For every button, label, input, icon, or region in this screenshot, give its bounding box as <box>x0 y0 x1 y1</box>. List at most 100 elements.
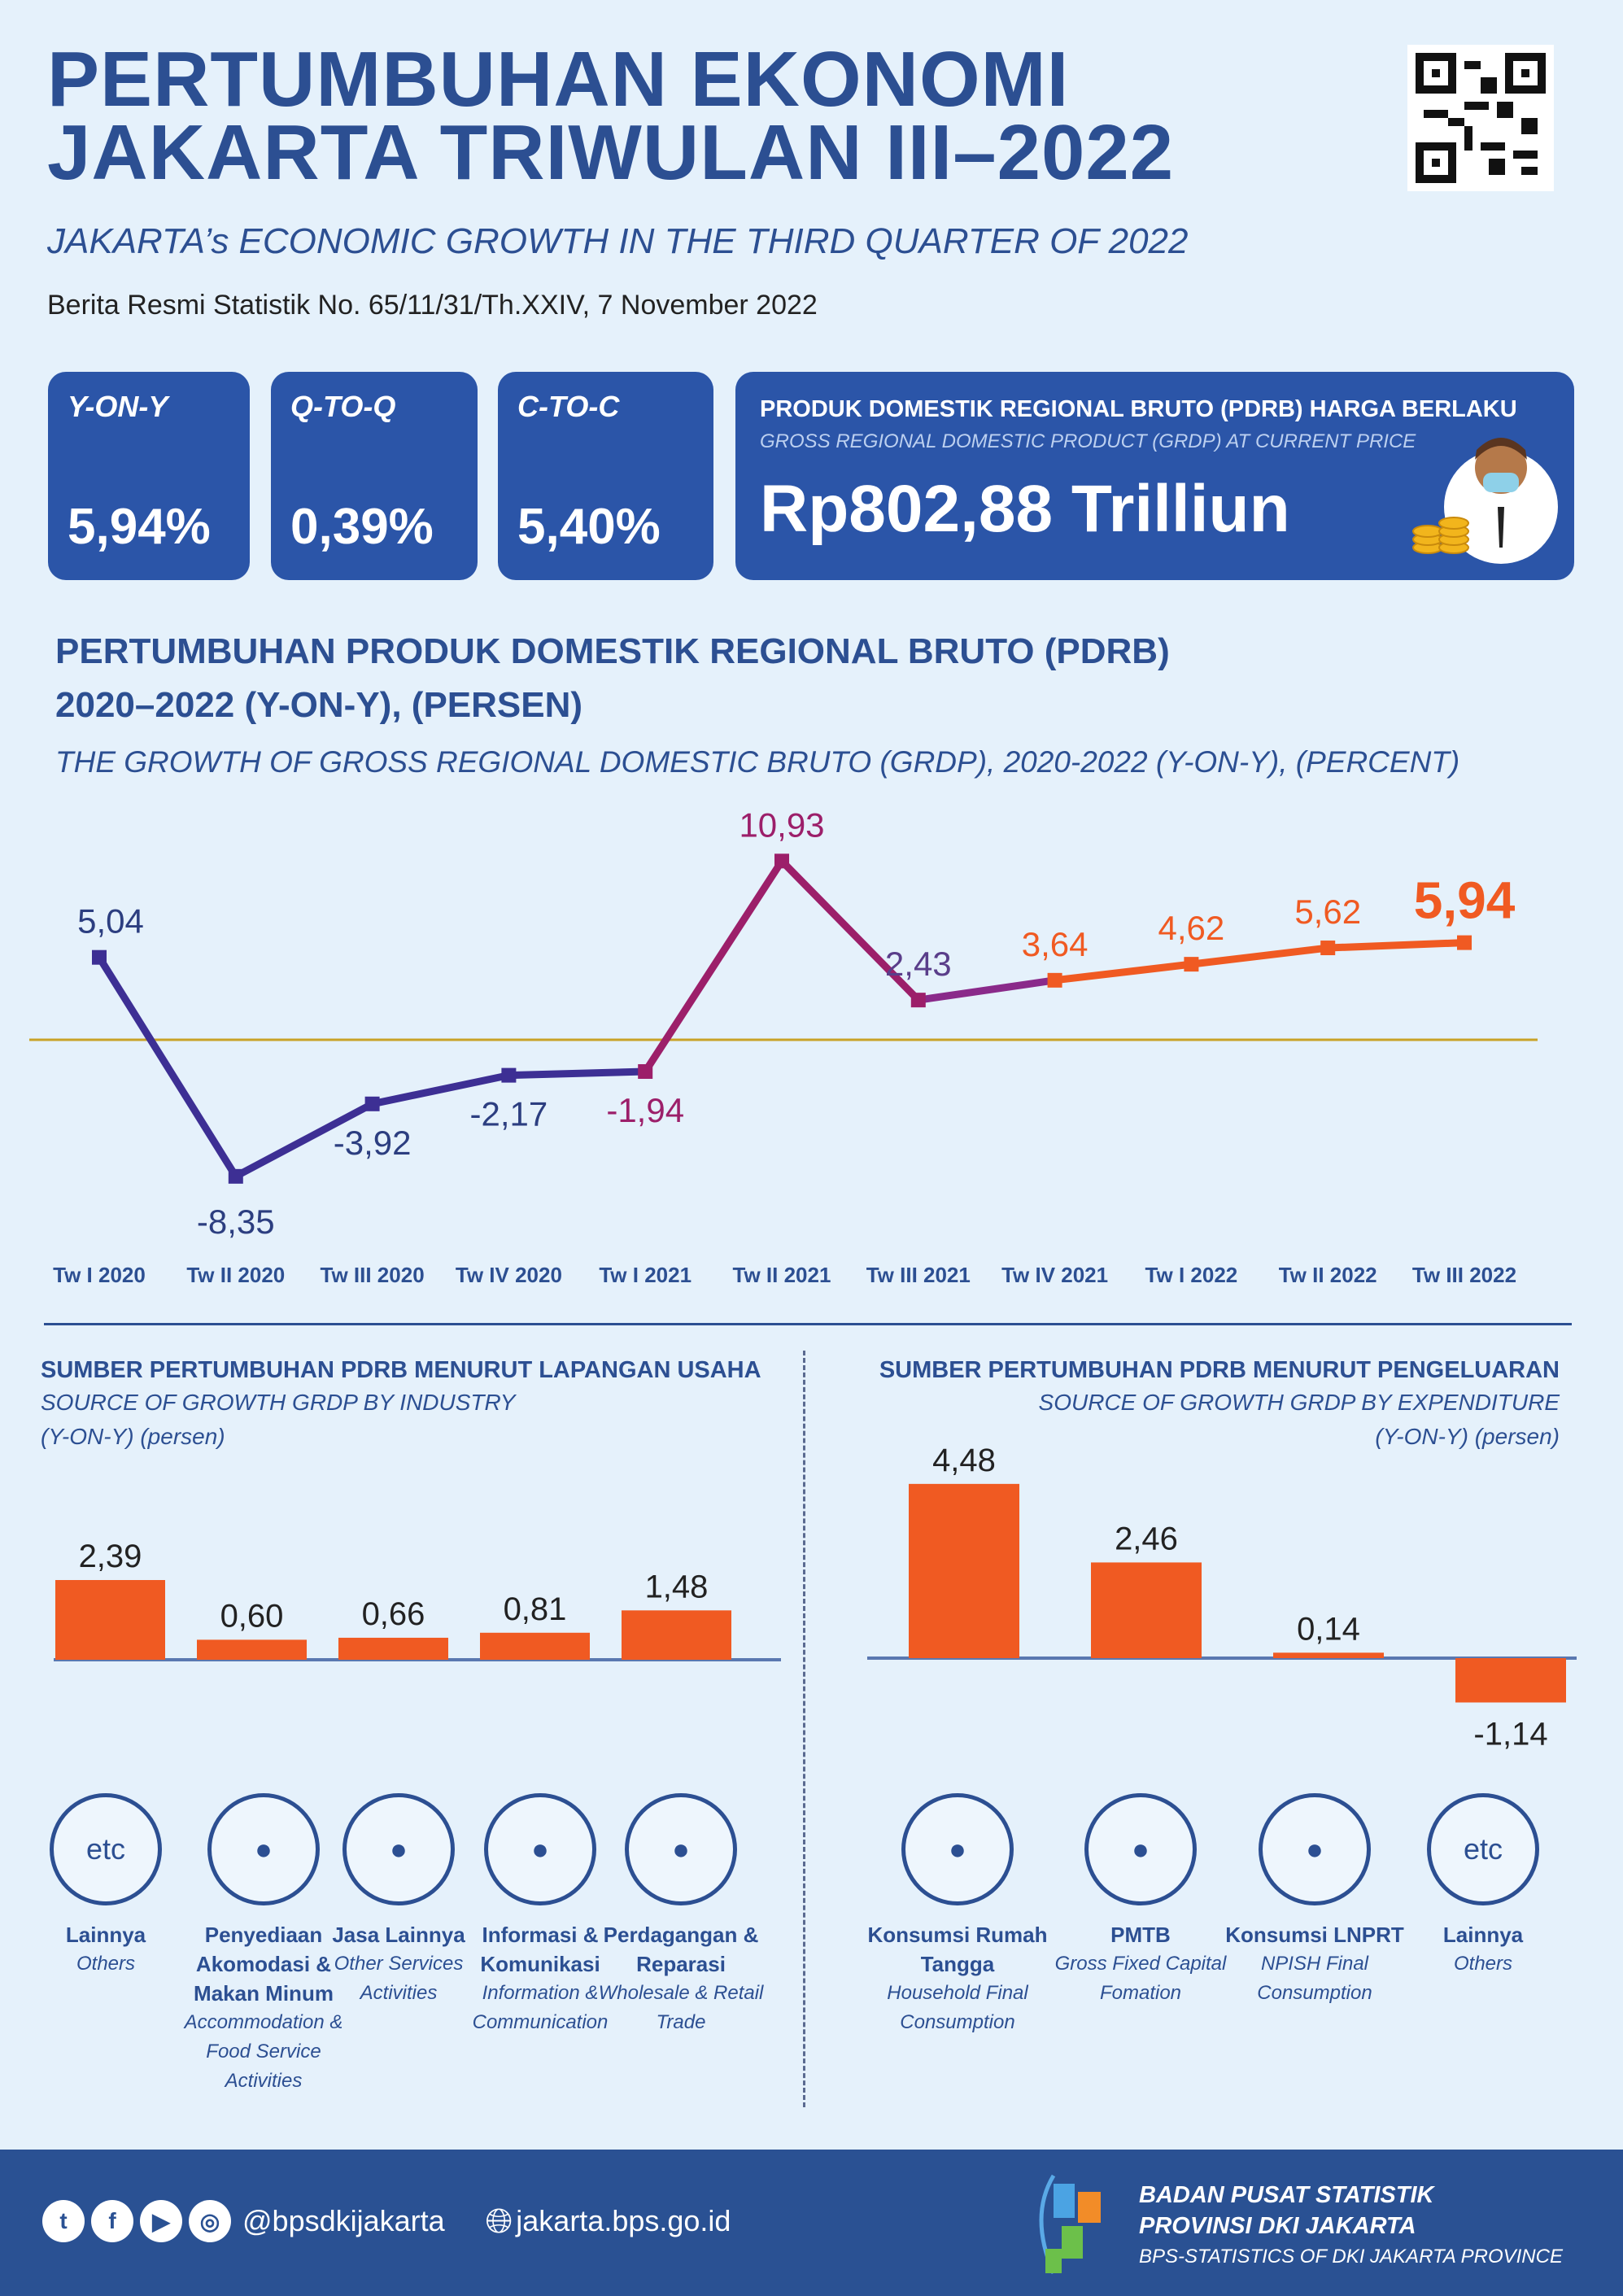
x-tick-label: Tw II 2022 <box>1279 1263 1377 1287</box>
kpi-label: Q-TO-Q <box>290 390 396 423</box>
bar <box>55 1580 165 1660</box>
bar <box>338 1637 448 1660</box>
org-english: BPS-STATISTICS OF DKI JAKARTA PROVINCE <box>1139 2246 1563 2268</box>
pdrb-subtitle: GROSS REGIONAL DOMESTIC PRODUCT (GRDP) A… <box>760 430 1416 452</box>
bar-value-label: 1,48 <box>645 1569 709 1604</box>
x-tick-label: Tw IV 2021 <box>1001 1263 1108 1287</box>
bar <box>1091 1562 1202 1658</box>
category-english: Others <box>1453 1953 1513 1975</box>
category-name: Konsumsi Rumah Tangga <box>867 1923 1048 1976</box>
kpi-value: 5,40% <box>517 499 661 555</box>
expenditure-chart-subtitle: SOURCE OF GROWTH GRDP BY EXPENDITURE <box>1038 1390 1560 1415</box>
bar <box>197 1639 307 1660</box>
category-english: Other Services Activities <box>334 1953 464 2004</box>
data-point <box>1320 941 1336 956</box>
category-name: Lainnya <box>65 1923 146 1947</box>
category-caption: Informasi & Komunikasi Information & Comm… <box>447 1920 634 2037</box>
data-point <box>910 993 926 1008</box>
qr-code[interactable] <box>1407 45 1554 191</box>
kpi-label: C-TO-C <box>517 390 620 423</box>
data-label: 5,94 <box>1414 871 1516 930</box>
data-point <box>638 1063 653 1079</box>
pdrb-title: PRODUK DOMESTIK REGIONAL BRUTO (PDRB) HA… <box>760 396 1517 422</box>
instagram-icon[interactable]: ◎ <box>189 2200 231 2242</box>
data-point <box>1457 935 1472 950</box>
bar-value-label: 2,46 <box>1115 1521 1178 1556</box>
line-chart-title-1: PERTUMBUHAN PRODUK DOMESTIK REGIONAL BRU… <box>55 631 1170 671</box>
category-caption: Lainnya Others <box>1390 1920 1577 1979</box>
column-divider <box>803 1351 805 2107</box>
trade-icon: ● <box>625 1793 737 1905</box>
data-label: -2,17 <box>470 1095 548 1133</box>
data-point <box>364 1096 380 1111</box>
x-tick-label: Tw III 2022 <box>1412 1263 1516 1287</box>
expenditure-chart-title: SUMBER PERTUMBUHAN PDRB MENURUT PENGELUA… <box>879 1357 1560 1383</box>
line-segment <box>778 857 923 1004</box>
bar-value-label: 0,60 <box>220 1598 284 1634</box>
x-tick-label: Tw I 2021 <box>599 1263 692 1287</box>
x-tick-label: Tw I 2020 <box>53 1263 146 1287</box>
org-province: PROVINSI DKI JAKARTA <box>1139 2213 1416 2239</box>
person-icon: ● <box>1259 1793 1371 1905</box>
subtitle: JAKARTA’s ECONOMIC GROWTH IN THE THIRD Q… <box>47 221 1189 261</box>
robot-arm-icon: ● <box>1084 1793 1197 1905</box>
bar <box>622 1610 731 1660</box>
data-label: 2,43 <box>885 945 952 983</box>
x-tick-label: Tw II 2020 <box>186 1263 285 1287</box>
data-label: -3,92 <box>334 1124 412 1162</box>
kpi-value: 5,94% <box>68 499 211 555</box>
data-label: -1,94 <box>606 1091 684 1129</box>
x-tick-label: Tw IV 2020 <box>456 1263 562 1287</box>
data-label: 5,62 <box>1294 893 1361 931</box>
line-segment <box>232 1100 377 1181</box>
line-segment <box>1324 939 1468 952</box>
category-name: Konsumsi LNPRT <box>1225 1923 1404 1947</box>
social-handle[interactable]: @bpsdkijakarta <box>242 2204 445 2237</box>
category-name: PMTB <box>1110 1923 1171 1947</box>
twitter-icon[interactable]: t <box>42 2200 85 2242</box>
bar <box>1273 1652 1384 1658</box>
facebook-icon[interactable]: f <box>91 2200 133 2242</box>
category-caption: Lainnya Others <box>12 1920 199 1979</box>
category-english: Household Final Consumption <box>887 1982 1028 2033</box>
data-point <box>228 1168 243 1184</box>
bar-value-label: 0,81 <box>504 1591 567 1627</box>
x-tick-label: Tw I 2022 <box>1145 1263 1238 1287</box>
data-label: 3,64 <box>1022 925 1089 963</box>
release-info: Berita Resmi Statistik No. 65/11/31/Th.X… <box>47 290 818 321</box>
data-point <box>774 853 789 869</box>
category-caption: Jasa Lainnya Other Services Activities <box>305 1920 492 2008</box>
data-label: 5,04 <box>77 902 144 941</box>
data-point <box>501 1067 517 1083</box>
category-caption: Konsumsi LNPRT NPISH Final Consumption <box>1221 1920 1408 2008</box>
line-segment <box>1187 944 1332 968</box>
category-english: Accommodation & Food Service Activities <box>184 2011 343 2092</box>
source-of-growth-bar-charts: 2,39 0,60 0,66 0,81 1,48 4,48 2,46 0,14 -1,14 <box>54 1443 1577 1752</box>
data-label: 4,62 <box>1158 909 1225 947</box>
bps-logo <box>1039 2174 1101 2274</box>
title-line-2: JAKARTA TRIWULAN III–2022 <box>47 109 1175 196</box>
line-segment <box>1051 960 1195 984</box>
etc-icon: etc <box>50 1793 162 1905</box>
category-caption: PMTB Gross Fixed Capital Fomation <box>1047 1920 1234 2008</box>
data-label: 10,93 <box>739 805 824 844</box>
footer: t f ▶ ◎ @bpsdkijakarta 🌐︎ jakarta.bps.go… <box>0 2150 1623 2296</box>
bar <box>480 1632 590 1660</box>
kpi-qtq: Q-TO-Q 0,39% <box>271 372 478 580</box>
category-caption: Penyediaan Akomodasi & Makan Minum Accomm… <box>170 1920 357 2096</box>
data-point <box>1184 957 1199 972</box>
youtube-icon[interactable]: ▶ <box>140 2200 182 2242</box>
category-caption: Perdagangan & Reparasi Wholesale & Retail… <box>587 1920 774 2037</box>
industry-chart-subtitle: SOURCE OF GROWTH GRDP BY INDUSTRY <box>41 1390 516 1415</box>
category-name: Informasi & Komunikasi <box>480 1923 600 1976</box>
title-line-1: PERTUMBUHAN EKONOMI <box>47 36 1070 123</box>
x-tick-label: Tw III 2021 <box>866 1263 971 1287</box>
website-link[interactable]: jakarta.bps.go.id <box>516 2204 731 2237</box>
section-divider <box>44 1323 1572 1325</box>
line-segment <box>641 857 786 1076</box>
category-english: Gross Fixed Capital Fomation <box>1054 1953 1227 2004</box>
data-point <box>1047 972 1062 988</box>
globe-icon: 🌐︎ <box>485 2201 513 2240</box>
category-english: Information & Communication <box>472 1982 609 2033</box>
bar-value-label: 0,66 <box>362 1596 425 1632</box>
